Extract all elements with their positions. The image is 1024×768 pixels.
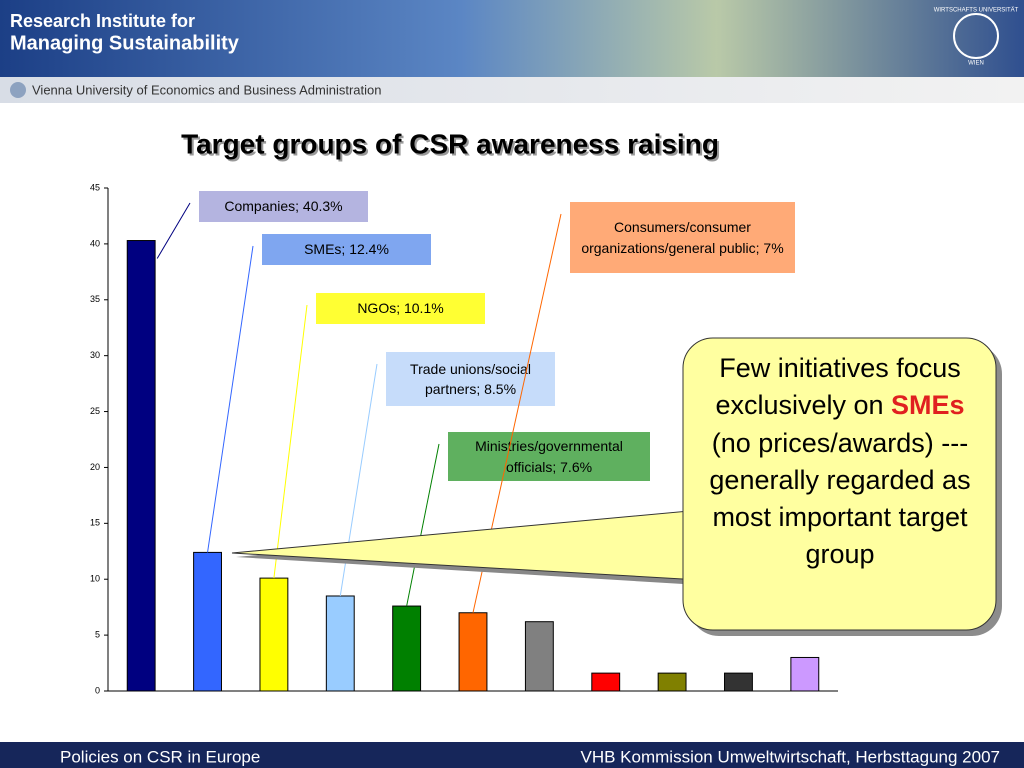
note-box: [682, 337, 997, 631]
label-area: NGOs; 10.1%: [357, 300, 444, 317]
y-tick-label: 15: [90, 518, 100, 528]
y-tick-label: 10: [90, 574, 100, 584]
y-tick-label: 25: [90, 406, 100, 416]
bar: [392, 605, 422, 692]
bar: [524, 621, 554, 692]
value-label: Consumers/consumer organizations/general…: [581, 219, 784, 256]
plot: 0 5 10 15 20 25 30 35 40 45 Companies; 40.3% SMEs; …: [90, 182, 838, 695]
y-tick-label: 35: [90, 294, 100, 304]
y-tick-label: 0: [95, 685, 100, 695]
bar: [657, 672, 687, 692]
leader-line: [273, 304, 308, 579]
footer-left: Policies on CSR in Europe: [60, 747, 260, 766]
note-before: Few initiatives focus exclusively on: [715, 353, 961, 421]
logo-ring: [953, 13, 999, 59]
logo-bottom: WIEN: [968, 61, 984, 67]
bar: [259, 577, 289, 692]
label-box: [570, 202, 795, 273]
header-banner: [0, 0, 1024, 77]
note-highlight: SMEs: [891, 390, 965, 421]
note-after: (no prices/awards) --- generally regarde…: [709, 427, 971, 570]
bar: [724, 672, 753, 692]
bar: [325, 595, 355, 692]
bar: [790, 656, 820, 692]
label-box: [386, 352, 555, 406]
bar: [193, 551, 222, 692]
bar: [126, 240, 156, 692]
y-tick-label: 40: [90, 238, 100, 248]
leader-line: [156, 202, 191, 259]
footer-right: VHB Kommission Umweltwirtschaft, Herbstt…: [581, 747, 1001, 766]
header-line1: Research Institute for: [10, 11, 195, 31]
leader-line: [207, 245, 254, 553]
y-tick-label: 5: [95, 629, 100, 639]
value-label: SMEs; 12.4%: [304, 241, 389, 258]
label-area: Companies; 40.3%: [224, 198, 343, 215]
label-box: [448, 432, 650, 481]
label-box: [316, 293, 485, 324]
chart-title: Target groups of CSR awareness raising: [181, 128, 719, 159]
leader-line: [406, 443, 440, 607]
bar: [591, 672, 621, 692]
note-join: [686, 508, 706, 582]
header-line2: Managing Sustainability: [10, 32, 240, 54]
note-area: Few initiatives focus exclusively on SME…: [695, 350, 985, 574]
bar: [458, 612, 488, 692]
value-label: NGOs; 10.1%: [357, 300, 444, 317]
value-label: Ministries/governmental officials; 7.6%: [475, 438, 623, 475]
label-area: Trade unions/social partners; 8.5%: [410, 360, 531, 397]
label-box: [199, 191, 368, 222]
label-box: [262, 234, 431, 265]
logo-top: WIRTSCHAFTS UNIVERSITÄT: [934, 7, 1019, 14]
title-shadow: Target groups of CSR awareness raising: [183, 130, 721, 161]
y-tick-label: 30: [90, 350, 100, 360]
header-strip: [0, 77, 1024, 103]
value-label: Companies; 40.3%: [224, 198, 343, 215]
label-area: SMEs; 12.4%: [304, 241, 389, 258]
y-tick-label: 20: [90, 462, 100, 472]
value-label: Trade unions/social partners; 8.5%: [410, 360, 531, 397]
uni-icon: [10, 82, 26, 98]
label-area: Ministries/governmental officials; 7.6%: [475, 438, 623, 475]
note-text: Few initiatives focus exclusively on SME…: [695, 350, 985, 574]
footer-bar: [0, 742, 1024, 768]
y-tick-label: 45: [90, 182, 100, 192]
label-area: Consumers/consumer organizations/general…: [581, 219, 784, 256]
university: Vienna University of Economics and Busin…: [32, 82, 382, 97]
